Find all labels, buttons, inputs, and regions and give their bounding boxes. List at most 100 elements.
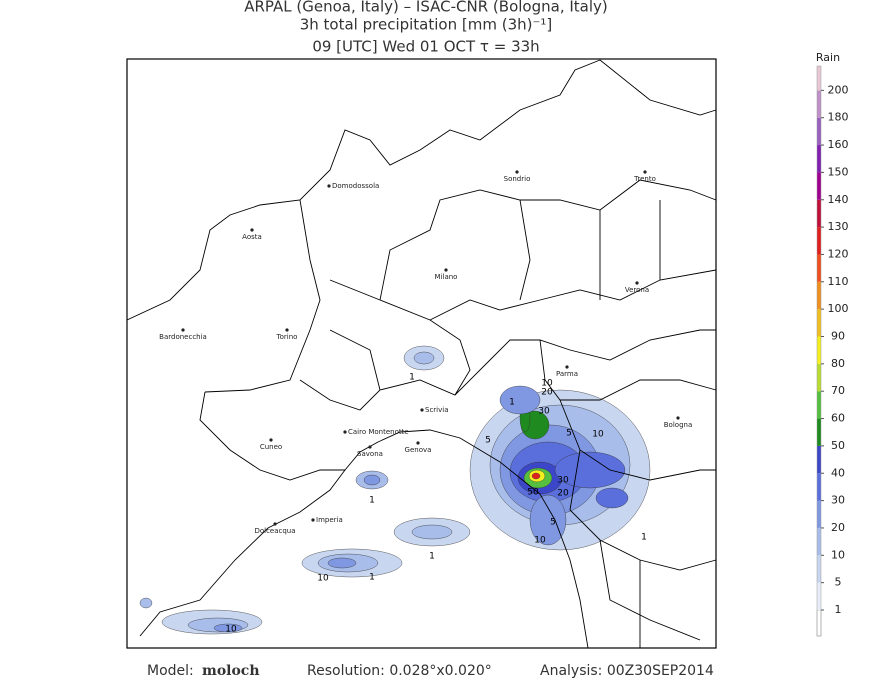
city-label: Cuneo	[260, 443, 282, 451]
contour-label: 10	[592, 430, 604, 440]
city-label: Scrivia	[425, 406, 449, 414]
contour-label: 1	[369, 496, 375, 506]
city-dot	[311, 518, 315, 522]
borders	[126, 59, 717, 649]
city-dot	[416, 441, 420, 445]
footer-label: Model:	[147, 663, 194, 679]
precip-areas	[139, 345, 651, 635]
city-dot	[269, 438, 273, 442]
contour-label: 30	[538, 407, 550, 417]
border	[379, 179, 717, 321]
colorbar-segment	[817, 66, 821, 91]
contour-label: 30	[557, 476, 569, 486]
cities: Domodossola Sondrio Trento Aosta Milano Veron…	[159, 170, 692, 535]
city-dot	[285, 328, 289, 332]
contour-label: 10	[534, 536, 546, 546]
city-label: Cairo Montenotte	[348, 428, 409, 436]
colorbar-label: 30	[831, 494, 845, 507]
colorbar-label: 150	[828, 165, 849, 178]
contour-label: 1	[369, 573, 375, 583]
city-dot	[181, 328, 185, 332]
contour-label: 10	[317, 574, 329, 584]
contour-label: 10	[541, 379, 553, 389]
colorbar-segment	[817, 363, 821, 392]
city-label: Savona	[357, 450, 383, 458]
contour-label: 1	[409, 373, 415, 383]
colorbar-segment	[817, 90, 821, 118]
colorbar-label: 60	[831, 412, 845, 425]
precip-area	[413, 351, 435, 365]
colorbar-segment	[817, 391, 821, 419]
colorbar-frame	[816, 65, 822, 637]
border	[199, 339, 717, 648]
city-label: Parma	[556, 370, 578, 378]
city-dot	[343, 430, 347, 434]
footer-analysis: Analysis: 00Z30SEP2014	[540, 663, 714, 679]
city-dot	[515, 170, 519, 174]
precip-area	[595, 487, 629, 509]
colorbar-label: 40	[831, 466, 845, 479]
colorbar-segment	[817, 445, 821, 474]
header-line: 3h total precipitation [mm (3h)⁻¹]	[300, 16, 553, 34]
contour-label: 5	[550, 518, 556, 528]
city-dot	[676, 416, 680, 420]
colorbar-label: 1	[835, 603, 842, 616]
map: Domodossola Sondrio Trento Aosta Milano Veron…	[126, 58, 717, 649]
city-label: Verona	[625, 286, 649, 294]
contour-label: 20	[557, 489, 569, 499]
precip-area	[499, 385, 541, 415]
precip-area	[411, 524, 453, 540]
precip-area	[529, 494, 567, 546]
city-dot	[643, 170, 647, 174]
city-label: Domodossola	[332, 182, 379, 190]
colorbar-label: 180	[828, 111, 849, 124]
city-label: Bologna	[664, 421, 692, 429]
header-line: ARPAL (Genoa, Italy) – ISAC-CNR (Bologna…	[244, 0, 608, 16]
contour-label: 5	[566, 429, 572, 439]
border	[126, 59, 717, 321]
colorbar-segment	[817, 555, 821, 583]
border	[204, 199, 716, 411]
city-label: Genova	[405, 446, 432, 454]
contour-label: 1	[641, 533, 647, 543]
colorbar-segment	[817, 117, 821, 146]
precip-area	[213, 623, 243, 633]
header-line: 09 [UTC] Wed 01 OCT τ = 33h	[312, 38, 539, 56]
city-label: Sondrio	[504, 175, 531, 183]
footer-model: moloch	[202, 663, 260, 679]
colorbar-label: 130	[828, 220, 849, 233]
city-label: Dolceacqua	[254, 527, 295, 535]
coastline	[139, 429, 589, 649]
contour-label: 5	[485, 436, 491, 446]
colorbar-segment	[817, 199, 821, 228]
colorbar-segment	[817, 227, 821, 255]
contour-label: 20	[541, 388, 553, 398]
colorbar-segment	[817, 527, 821, 556]
footer-resolution: Resolution: 0.028°x0.020°	[307, 663, 492, 679]
colorbar-segment	[817, 254, 821, 282]
city-dot	[250, 228, 254, 232]
city-dot	[327, 184, 331, 188]
city-label: Trento	[633, 175, 656, 183]
city-dot	[273, 522, 277, 526]
colorbar-label: 80	[831, 357, 845, 370]
colorbar-label: 20	[831, 521, 845, 534]
colorbar-label: 10	[831, 548, 845, 561]
contour-label: 1	[509, 398, 515, 408]
contour-label: 50	[527, 488, 539, 498]
contour-label: 10	[225, 625, 237, 635]
colorbar-label: 70	[831, 384, 845, 397]
colorbar-segment	[816, 609, 822, 637]
precip-area	[531, 472, 541, 480]
contour-label: 1	[429, 552, 435, 562]
precip-area	[363, 474, 381, 486]
colorbar-label: 120	[828, 247, 849, 260]
city-dot	[565, 365, 569, 369]
colorbar-label: 5	[835, 576, 842, 589]
colorbar: Rain 1 5 10 20 30 40 50 60 70 80 90 100 110 120 130 140…	[816, 51, 849, 637]
city-label: Imperia	[316, 516, 343, 524]
precip-area	[139, 597, 153, 609]
colorbar-segment	[817, 145, 821, 173]
